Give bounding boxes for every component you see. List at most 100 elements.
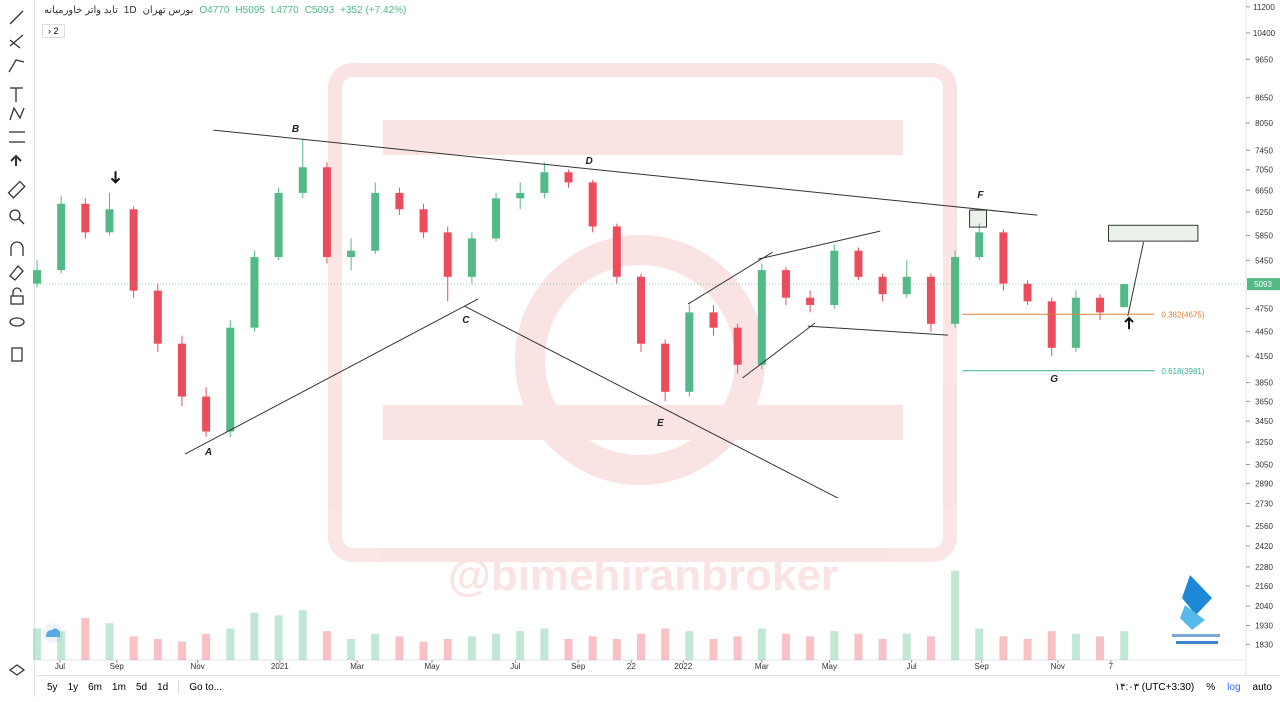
interval[interactable]: 1D: [123, 5, 137, 16]
wave-label: A: [204, 447, 212, 458]
volume-bar: [878, 639, 887, 660]
broker-logo: [1172, 575, 1220, 644]
x-tick-label: Jul: [510, 662, 520, 671]
y-tick-label: 1930: [1255, 622, 1273, 631]
volume-bar: [129, 636, 138, 660]
candle: [685, 304, 694, 397]
range[interactable]: 5y: [47, 681, 58, 693]
volume-bar: [153, 639, 162, 660]
candle-body: [492, 198, 501, 239]
trend-line: [758, 230, 881, 260]
volume-bar: [806, 636, 815, 660]
volume-bar: [540, 628, 549, 660]
log-toggle[interactable]: log: [1227, 681, 1241, 693]
candle: [516, 182, 525, 210]
candle: [637, 273, 645, 352]
candle-body: [395, 192, 404, 210]
y-tick-label: 2890: [1255, 479, 1273, 488]
volume-bar: [1047, 631, 1056, 660]
y-tick-label: 4450: [1255, 328, 1273, 337]
trend-line: [213, 129, 1038, 216]
candle-body: [81, 203, 90, 233]
y-tick-label: 2280: [1255, 563, 1273, 572]
wave-label: G: [1050, 374, 1058, 385]
candle-body: [612, 226, 621, 277]
target-box: [1107, 224, 1199, 242]
candle: [1071, 290, 1080, 352]
candle: [1096, 294, 1105, 320]
y-tick-label: 2560: [1255, 522, 1273, 531]
candle-body: [33, 270, 41, 284]
candle-body: [57, 203, 66, 271]
candle: [226, 319, 235, 437]
candle: [975, 223, 984, 261]
wave-label: F: [977, 190, 984, 201]
y-tick-label: 2160: [1255, 582, 1273, 591]
volume-bar: [733, 636, 742, 660]
symbol[interactable]: تاید واتر خاورمیانه: [44, 5, 118, 16]
volume-bar: [612, 639, 621, 660]
exchange: بورس تهران: [142, 5, 194, 16]
cloud-button[interactable]: [43, 623, 63, 643]
x-tick-label: Mar: [755, 662, 769, 671]
candle-body: [153, 290, 162, 344]
candle-body: [661, 343, 670, 392]
range[interactable]: 6m: [88, 681, 103, 693]
candle-body: [830, 250, 839, 305]
x-tick-label: Sep: [110, 662, 125, 671]
y-tick-label: 6250: [1255, 208, 1273, 217]
candle-body: [757, 270, 766, 365]
candle-body: [637, 276, 645, 344]
candle-body: [806, 297, 815, 305]
volume-bar: [33, 628, 41, 660]
range[interactable]: 5d: [135, 681, 148, 693]
volume-bar: [926, 636, 935, 660]
y-tick-label: 5850: [1255, 231, 1273, 240]
candle: [129, 206, 138, 298]
fib-label: 0.618(3981): [1161, 367, 1204, 376]
candle-body: [1023, 283, 1032, 302]
volume-bar: [781, 633, 790, 660]
candle: [540, 162, 549, 199]
candle: [854, 247, 863, 281]
x-tick-label: 2021: [271, 662, 289, 671]
candle-body: [250, 257, 259, 328]
volume-bar: [492, 633, 501, 660]
clock: ۱۴:۰۳ (UTC+3:30): [1114, 681, 1195, 693]
candle-body: [926, 276, 935, 324]
volume-bar: [274, 615, 283, 660]
trend-line: [1127, 242, 1145, 317]
goto[interactable]: Go to...: [189, 681, 222, 693]
range[interactable]: 1y: [67, 681, 79, 693]
candle: [371, 182, 380, 254]
candle: [322, 162, 331, 264]
volume-bar: [1023, 639, 1032, 660]
volume-bar: [250, 612, 259, 660]
volume-bar: [709, 639, 718, 660]
y-tick-label: 9650: [1255, 55, 1273, 64]
trend-line: [742, 322, 816, 379]
candle-body: [1096, 297, 1105, 313]
candle-body: [516, 192, 525, 199]
candle: [274, 187, 283, 261]
trend-line: [807, 325, 948, 336]
arrow-marker: [1124, 316, 1134, 330]
candle-body: [274, 192, 283, 258]
candle: [926, 273, 935, 332]
candle: [250, 250, 259, 332]
last-price-label: 5093: [1254, 280, 1272, 289]
percent-toggle[interactable]: %: [1206, 681, 1216, 693]
candle-body: [999, 232, 1008, 284]
candle: [661, 339, 670, 402]
auto-toggle[interactable]: auto: [1252, 681, 1272, 693]
volume-bar: [1096, 636, 1105, 660]
change: +352 (+7.42%): [340, 5, 407, 16]
candle: [347, 238, 356, 271]
range[interactable]: 1m: [112, 681, 126, 693]
range[interactable]: 1d: [157, 681, 169, 693]
candle: [395, 187, 404, 215]
collapse-button[interactable]: › 2: [42, 24, 65, 38]
y-tick-label: 2420: [1255, 542, 1273, 551]
fib-label: 0.382(4675): [1161, 310, 1204, 319]
